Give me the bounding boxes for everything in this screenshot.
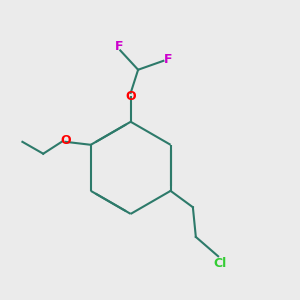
Text: O: O [60,134,71,147]
Text: F: F [115,40,123,53]
Text: O: O [125,90,136,103]
Text: F: F [164,53,172,66]
Text: Cl: Cl [213,257,226,270]
